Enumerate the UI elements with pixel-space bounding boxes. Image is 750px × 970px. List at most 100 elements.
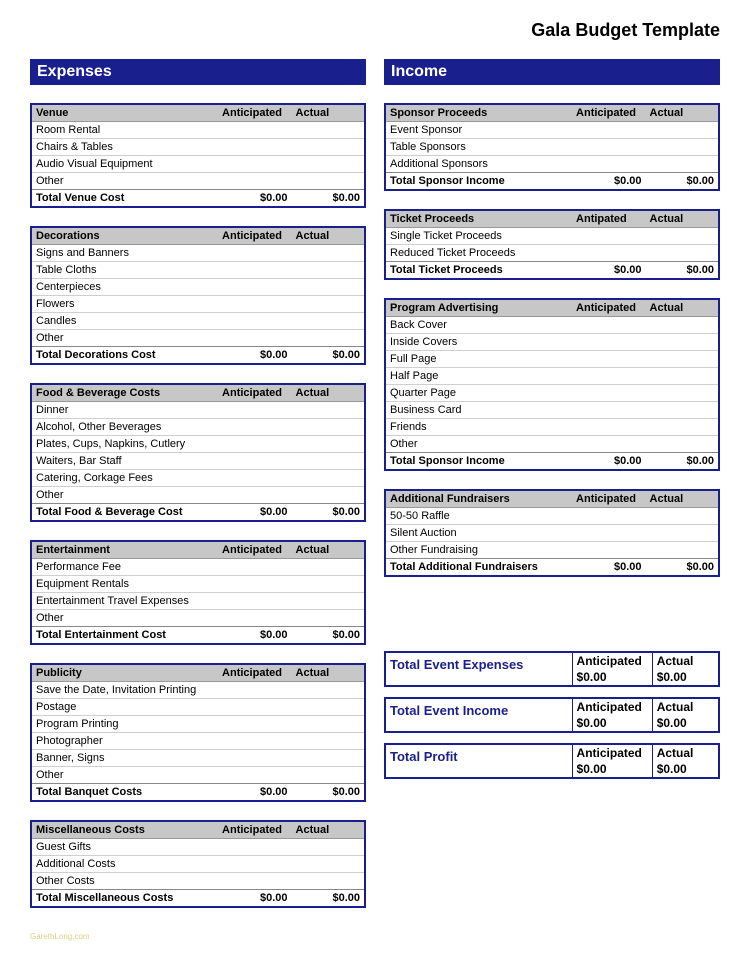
cell-actual[interactable] [646, 525, 719, 542]
cell-anticipated[interactable] [218, 576, 291, 593]
cell-anticipated[interactable] [572, 228, 645, 245]
cell-anticipated[interactable] [218, 313, 291, 330]
total-anticipated: $0.00 [218, 627, 291, 645]
cell-anticipated[interactable] [572, 385, 645, 402]
cell-actual[interactable] [292, 156, 365, 173]
cell-actual[interactable] [646, 368, 719, 385]
cell-anticipated[interactable] [218, 699, 291, 716]
row-label: Event Sponsor [385, 122, 572, 139]
cell-anticipated[interactable] [218, 296, 291, 313]
cell-actual[interactable] [646, 385, 719, 402]
cell-anticipated[interactable] [218, 470, 291, 487]
cell-actual[interactable] [292, 453, 365, 470]
cell-anticipated[interactable] [572, 245, 645, 262]
cell-anticipated[interactable] [218, 173, 291, 190]
cell-anticipated[interactable] [218, 330, 291, 347]
cell-actual[interactable] [646, 228, 719, 245]
cell-actual[interactable] [646, 351, 719, 368]
table-title: Sponsor Proceeds [385, 104, 572, 122]
total-actual: $0.00 [292, 890, 365, 908]
cell-anticipated[interactable] [218, 487, 291, 504]
cell-anticipated[interactable] [218, 245, 291, 262]
cell-actual[interactable] [292, 487, 365, 504]
cell-anticipated[interactable] [218, 262, 291, 279]
cell-anticipated[interactable] [218, 610, 291, 627]
cell-anticipated[interactable] [572, 368, 645, 385]
cell-actual[interactable] [646, 334, 719, 351]
col-anticipated: Anticipated [572, 490, 645, 508]
cell-anticipated[interactable] [572, 542, 645, 559]
cell-anticipated[interactable] [218, 419, 291, 436]
cell-anticipated[interactable] [572, 525, 645, 542]
cell-actual[interactable] [292, 330, 365, 347]
cell-anticipated[interactable] [572, 156, 645, 173]
cell-anticipated[interactable] [218, 593, 291, 610]
cell-actual[interactable] [292, 839, 365, 856]
cell-actual[interactable] [292, 122, 365, 139]
cell-anticipated[interactable] [218, 559, 291, 576]
col-actual: Actual [646, 210, 719, 228]
cell-actual[interactable] [292, 750, 365, 767]
cell-actual[interactable] [292, 402, 365, 419]
cell-anticipated[interactable] [218, 750, 291, 767]
cell-actual[interactable] [292, 262, 365, 279]
cell-actual[interactable] [292, 470, 365, 487]
cell-actual[interactable] [292, 313, 365, 330]
cell-anticipated[interactable] [572, 351, 645, 368]
row-label: Back Cover [385, 317, 572, 334]
total-row: Total Venue Cost$0.00$0.00 [31, 190, 365, 208]
cell-actual[interactable] [292, 139, 365, 156]
cell-anticipated[interactable] [218, 873, 291, 890]
cell-actual[interactable] [646, 436, 719, 453]
cell-anticipated[interactable] [572, 508, 645, 525]
cell-anticipated[interactable] [218, 839, 291, 856]
cell-actual[interactable] [292, 436, 365, 453]
cell-anticipated[interactable] [218, 156, 291, 173]
cell-actual[interactable] [292, 576, 365, 593]
cell-anticipated[interactable] [218, 139, 291, 156]
cell-actual[interactable] [292, 699, 365, 716]
cell-anticipated[interactable] [572, 122, 645, 139]
cell-anticipated[interactable] [572, 436, 645, 453]
cell-actual[interactable] [646, 419, 719, 436]
cell-actual[interactable] [646, 245, 719, 262]
cell-anticipated[interactable] [218, 682, 291, 699]
cell-anticipated[interactable] [218, 733, 291, 750]
cell-actual[interactable] [646, 156, 719, 173]
cell-anticipated[interactable] [572, 334, 645, 351]
cell-actual[interactable] [292, 173, 365, 190]
cell-anticipated[interactable] [218, 453, 291, 470]
cell-actual[interactable] [292, 873, 365, 890]
cell-anticipated[interactable] [218, 279, 291, 296]
cell-actual[interactable] [292, 593, 365, 610]
cell-actual[interactable] [292, 245, 365, 262]
cell-actual[interactable] [646, 317, 719, 334]
cell-anticipated[interactable] [218, 767, 291, 784]
cell-actual[interactable] [292, 610, 365, 627]
cell-actual[interactable] [646, 402, 719, 419]
cell-anticipated[interactable] [572, 402, 645, 419]
cell-actual[interactable] [646, 122, 719, 139]
cell-actual[interactable] [292, 419, 365, 436]
cell-actual[interactable] [292, 856, 365, 873]
cell-anticipated[interactable] [218, 856, 291, 873]
cell-actual[interactable] [292, 716, 365, 733]
cell-actual[interactable] [292, 296, 365, 313]
cell-actual[interactable] [646, 542, 719, 559]
table-row: Other [385, 436, 719, 453]
cell-anticipated[interactable] [218, 402, 291, 419]
cell-actual[interactable] [646, 139, 719, 156]
row-label: Silent Auction [385, 525, 572, 542]
cell-anticipated[interactable] [572, 419, 645, 436]
cell-anticipated[interactable] [572, 139, 645, 156]
cell-actual[interactable] [292, 733, 365, 750]
cell-anticipated[interactable] [218, 716, 291, 733]
cell-anticipated[interactable] [218, 436, 291, 453]
cell-actual[interactable] [646, 508, 719, 525]
cell-anticipated[interactable] [572, 317, 645, 334]
cell-actual[interactable] [292, 682, 365, 699]
cell-anticipated[interactable] [218, 122, 291, 139]
cell-actual[interactable] [292, 767, 365, 784]
cell-actual[interactable] [292, 559, 365, 576]
cell-actual[interactable] [292, 279, 365, 296]
